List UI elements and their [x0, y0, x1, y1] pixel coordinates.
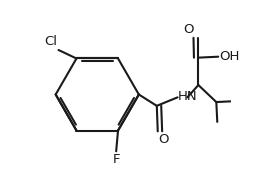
Text: O: O [184, 23, 194, 36]
Text: Cl: Cl [44, 36, 57, 48]
Text: F: F [112, 153, 120, 166]
Text: OH: OH [219, 50, 240, 63]
Text: HN: HN [178, 91, 198, 103]
Text: O: O [159, 133, 169, 146]
